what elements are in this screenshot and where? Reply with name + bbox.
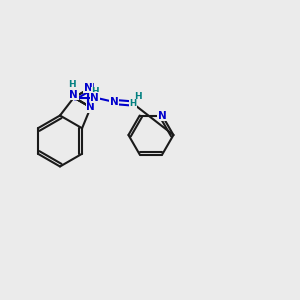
Text: H: H [129,99,137,108]
Text: N: N [158,110,167,121]
Text: N: N [86,102,95,112]
Text: N: N [86,83,95,93]
Text: N: N [84,83,93,93]
Text: N: N [91,92,99,103]
Text: N: N [70,89,78,100]
Text: H: H [91,87,99,96]
Text: H: H [134,92,142,100]
Text: H: H [68,80,75,89]
Text: N: N [110,97,119,107]
